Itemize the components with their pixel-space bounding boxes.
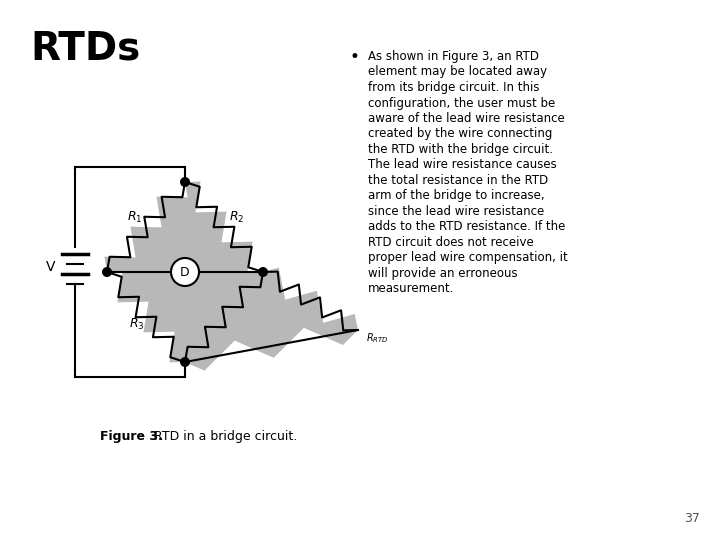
Polygon shape [104,181,358,370]
Text: adds to the RTD resistance. If the: adds to the RTD resistance. If the [368,220,565,233]
Text: 37: 37 [684,512,700,525]
Text: $R_1$: $R_1$ [127,210,143,225]
Circle shape [258,267,268,277]
Circle shape [102,267,112,277]
Text: arm of the bridge to increase,: arm of the bridge to increase, [368,190,544,202]
Text: $R_3$: $R_3$ [129,316,145,332]
Text: D: D [180,266,190,279]
Text: configuration, the user must be: configuration, the user must be [368,97,555,110]
Text: from its bridge circuit. In this: from its bridge circuit. In this [368,81,539,94]
Text: the RTD with the bridge circuit.: the RTD with the bridge circuit. [368,143,553,156]
Circle shape [171,258,199,286]
Text: As shown in Figure 3, an RTD: As shown in Figure 3, an RTD [368,50,539,63]
Text: the total resistance in the RTD: the total resistance in the RTD [368,174,548,187]
Text: aware of the lead wire resistance: aware of the lead wire resistance [368,112,564,125]
Circle shape [180,177,190,187]
Text: RTD circuit does not receive: RTD circuit does not receive [368,236,534,249]
Text: $R_2$: $R_2$ [230,210,245,225]
Text: $R_{RTD}$: $R_{RTD}$ [366,331,389,345]
Text: measurement.: measurement. [368,282,454,295]
Circle shape [180,357,190,367]
Text: •: • [349,48,359,66]
Text: since the lead wire resistance: since the lead wire resistance [368,205,544,218]
Text: proper lead wire compensation, it: proper lead wire compensation, it [368,252,568,265]
Text: RTDs: RTDs [30,30,140,68]
Text: will provide an erroneous: will provide an erroneous [368,267,518,280]
Text: The lead wire resistance causes: The lead wire resistance causes [368,159,557,172]
Text: V: V [46,260,55,274]
Text: element may be located away: element may be located away [368,65,547,78]
Text: RTD in a bridge circuit.: RTD in a bridge circuit. [150,430,297,443]
Text: Figure 3.: Figure 3. [100,430,163,443]
Text: created by the wire connecting: created by the wire connecting [368,127,552,140]
